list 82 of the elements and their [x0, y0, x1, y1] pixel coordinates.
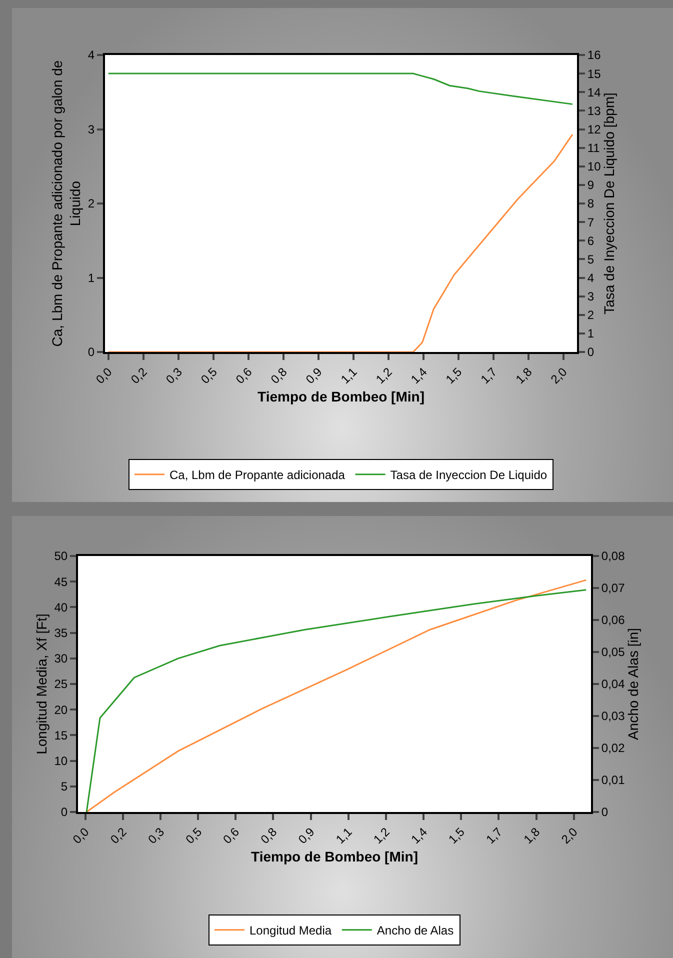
- x-tick-label: 0,0: [70, 824, 92, 847]
- line-series: [108, 72, 574, 105]
- y-tick-label: 2: [88, 196, 95, 211]
- y2-tick-label: 6: [587, 234, 594, 248]
- x-tick-label: 0,8: [258, 824, 280, 847]
- y2-tick-label: 1: [587, 326, 594, 341]
- x-tick-label: 1,8: [520, 824, 543, 847]
- x-tick-label: 0,0: [93, 364, 115, 387]
- line-series: [108, 134, 574, 352]
- y-tick-label: 3: [88, 122, 95, 136]
- y-axis-title: Ca, Lbm de Propante adicionado por galon de Liquido: [48, 60, 84, 347]
- y2-tick-label: 5: [587, 252, 594, 266]
- y-tick-label: 1: [88, 270, 95, 285]
- y2-tick-label: 0,08: [601, 549, 626, 564]
- y2-tick-label: 8: [587, 196, 594, 211]
- x-tick-label: 1,5: [446, 824, 468, 847]
- x-axis-title: Tiempo de Bombeo [Min]: [251, 848, 418, 864]
- x-tick-label: 0,2: [108, 824, 130, 847]
- x-tick-label: 0,5: [198, 364, 220, 387]
- y2-tick-label: 0,04: [601, 677, 626, 692]
- x-tick-label: 0,5: [182, 824, 205, 847]
- x-axis-title: Tiempo de Bombeo [Min]: [258, 388, 424, 404]
- y-tick-label: 4: [88, 48, 95, 62]
- x-tick-label: 1,2: [373, 364, 396, 387]
- y2-tick-label: 3: [587, 290, 594, 304]
- y2-tick-label: 12: [587, 122, 602, 136]
- legend-label: Ca, Lbm de Propante adicionada: [170, 468, 346, 482]
- x-tick-label: 0,9: [295, 824, 318, 847]
- y2-tick-label: 10: [587, 160, 602, 174]
- y2-tick-label: 2: [587, 308, 594, 322]
- legend-label: Tasa de Inyeccion De Liquido: [390, 468, 548, 482]
- y2-tick-label: 0,07: [601, 581, 626, 596]
- y2-tick-label: 11: [587, 141, 600, 156]
- y-tick-label: 30: [54, 652, 68, 666]
- x-tick-label: 1,7: [483, 824, 506, 847]
- y2-tick-label: 14: [587, 85, 602, 100]
- x-tick-label: 0,6: [232, 364, 255, 387]
- x-tick-label: 0,2: [128, 364, 150, 387]
- x-tick-label: 1,1: [333, 824, 356, 847]
- x-tick-label: 1,5: [442, 364, 465, 387]
- y-tick-label: 40: [54, 600, 68, 614]
- x-tick-label: 1,8: [512, 364, 535, 387]
- x-tick-label: 0,9: [303, 364, 325, 387]
- y-tick-label: 15: [54, 728, 68, 742]
- y2-tick-label: 9: [587, 178, 594, 192]
- y2-tick-label: 13: [587, 104, 602, 118]
- y2-tick-label: 0,05: [601, 645, 626, 660]
- x-tick-label: 1,4: [408, 824, 430, 847]
- y2-tick-label: 7: [587, 215, 594, 230]
- x-tick-label: 0,3: [145, 824, 168, 847]
- legend-label: Ancho de Alas: [376, 924, 454, 938]
- y2-tick-label: 15: [587, 66, 602, 81]
- y-tick-label: 10: [54, 754, 68, 768]
- y2-axis-title: Ancho de Alas [in]: [625, 628, 642, 740]
- y-axis-title: Longitud Media, Xf [Ft]: [33, 614, 50, 754]
- y2-axis-title: Tasa de Inyeccion De Liquido [bpm]: [601, 92, 618, 314]
- y-tick-label: 35: [54, 626, 68, 640]
- y-tick-label: 45: [54, 574, 68, 589]
- x-tick-label: 1,4: [408, 364, 430, 387]
- y2-tick-label: 4: [587, 270, 594, 285]
- x-tick-label: 2,0: [558, 824, 580, 847]
- y2-tick-label: 16: [587, 48, 602, 62]
- x-tick-label: 1,7: [478, 364, 500, 387]
- y-tick-label: 25: [54, 677, 68, 692]
- x-tick-label: 1,2: [370, 824, 393, 847]
- x-tick-label: 0,3: [163, 364, 186, 387]
- y2-tick-label: 0,06: [601, 613, 626, 628]
- x-tick-label: 1,1: [338, 364, 360, 387]
- y2-tick-label: 0,01: [601, 773, 626, 788]
- x-tick-label: 0,6: [220, 824, 242, 847]
- y-tick-label: 20: [54, 702, 68, 717]
- y-tick-label: 0: [88, 345, 95, 360]
- y2-tick-label: 0,03: [601, 709, 626, 724]
- y2-tick-label: 0,02: [601, 741, 626, 756]
- y-tick-label: 50: [54, 549, 68, 564]
- x-tick-label: 2,0: [548, 364, 570, 387]
- y-tick-label: 5: [60, 780, 68, 794]
- legend-label: Longitud Media: [250, 924, 332, 938]
- x-tick-label: 0,8: [268, 364, 290, 387]
- y2-tick-label: 0: [601, 805, 608, 820]
- y-tick-label: 0: [60, 805, 68, 820]
- y2-tick-label: 0: [587, 345, 594, 360]
